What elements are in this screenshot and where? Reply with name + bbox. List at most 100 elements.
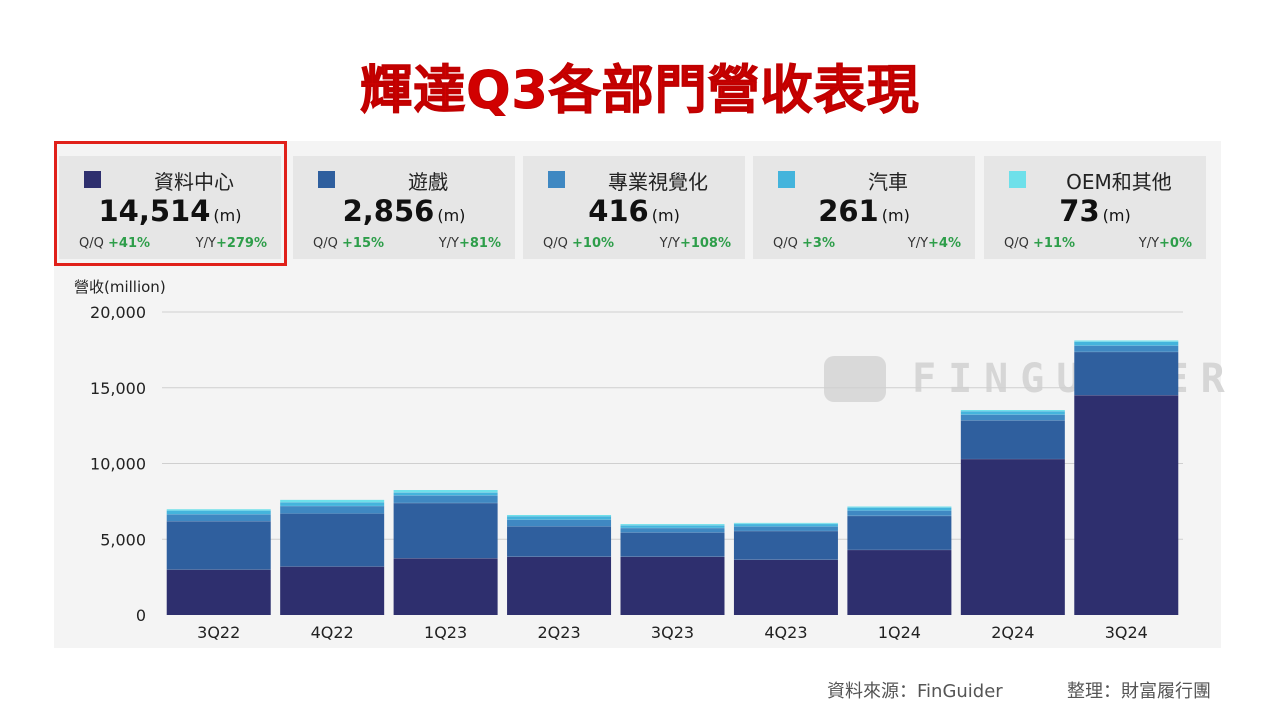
yoy-change: Y/Y+81% [438, 236, 501, 251]
bar-segment [620, 524, 725, 526]
segment-card: 遊戲 2,856 (m) Q/Q +15% Y/Y+81% [293, 156, 515, 259]
segment-value: 14,514 [98, 194, 211, 228]
bar-segment [1074, 340, 1179, 342]
bar-segment [847, 515, 952, 550]
bar-segment [960, 411, 1065, 415]
bar-segment [847, 510, 952, 516]
bar-segment [1074, 351, 1179, 396]
x-tick-label: 2Q23 [537, 623, 580, 642]
bar-segment [280, 566, 385, 615]
yoy-change: Y/Y+279% [195, 236, 267, 251]
segment-name: 遊戲 [408, 170, 448, 194]
y-tick-label: 10,000 [90, 455, 146, 474]
bar-segment [733, 523, 838, 527]
segment-name: OEM和其他 [1066, 170, 1172, 194]
bar-segment [280, 502, 385, 506]
qoq-change: Q/Q +41% [79, 236, 151, 251]
bar-segment [847, 507, 952, 511]
yoy-change: Y/Y+0% [1138, 236, 1192, 251]
bar-segment [1074, 341, 1179, 346]
bar-segment [847, 506, 952, 508]
compiled-by-text: 整理：財富履行團 [1067, 681, 1211, 702]
y-tick-label: 20,000 [90, 303, 146, 322]
bar-segment [280, 505, 385, 514]
bar-segment [733, 526, 838, 531]
x-tick-label: 4Q23 [764, 623, 807, 642]
bar-segment [166, 509, 271, 511]
y-axis-label: 營收(million) [74, 278, 166, 296]
bar-segment [280, 513, 385, 567]
segment-card: 汽車 261 (m) Q/Q +3% Y/Y+4% [753, 156, 975, 259]
qoq-change: Q/Q +15% [313, 236, 385, 251]
qoq-change: Q/Q +11% [1004, 236, 1076, 251]
x-tick-label: 3Q22 [197, 623, 240, 642]
segment-card: 專業視覺化 416 (m) Q/Q +10% Y/Y+108% [523, 156, 745, 259]
legend-swatch [548, 171, 565, 188]
bar-segment [393, 558, 498, 615]
legend-swatch [778, 171, 795, 188]
bar-segment [960, 458, 1065, 615]
bar-segment [507, 556, 612, 615]
y-tick-label: 0 [136, 606, 146, 625]
bar-segment [960, 420, 1065, 459]
x-tick-label: 3Q23 [651, 623, 694, 642]
x-tick-label: 3Q24 [1105, 623, 1148, 642]
segment-name: 資料中心 [154, 170, 234, 194]
segment-unit: (m) [651, 206, 680, 225]
segment-unit: (m) [213, 206, 242, 225]
highlight-box [54, 141, 287, 266]
finguider-logo-icon [824, 356, 886, 402]
bar-segment [393, 495, 498, 503]
bar-segment [393, 502, 498, 559]
segment-value: 2,856 [342, 194, 435, 228]
bar-segment [1074, 395, 1179, 615]
segment-value: 416 [588, 194, 649, 228]
segment-unit: (m) [437, 206, 466, 225]
segment-name: 汽車 [868, 170, 908, 194]
segment-card: OEM和其他 73 (m) Q/Q +11% Y/Y+0% [984, 156, 1206, 259]
segment-value: 73 [1059, 194, 1100, 228]
bar-segment [507, 519, 612, 527]
bar-segment [620, 525, 725, 528]
bar-segment [166, 569, 271, 615]
yoy-change: Y/Y+4% [907, 236, 961, 251]
qoq-change: Q/Q +10% [543, 236, 615, 251]
qoq-change: Q/Q +3% [773, 236, 835, 251]
y-tick-label: 15,000 [90, 379, 146, 398]
x-tick-label: 1Q23 [424, 623, 467, 642]
bar-segment [393, 490, 498, 493]
bar-segment [507, 516, 612, 520]
x-tick-label: 4Q22 [311, 623, 354, 642]
bar-segment [620, 532, 725, 557]
segment-name: 專業視覺化 [608, 170, 708, 194]
bar-segment [280, 499, 385, 503]
legend-swatch [318, 171, 335, 188]
x-tick-label: 1Q24 [878, 623, 921, 642]
segment-unit: (m) [881, 206, 910, 225]
legend-swatch [84, 171, 101, 188]
bar-segment [393, 492, 498, 496]
yoy-change: Y/Y+108% [659, 236, 731, 251]
bar-segment [166, 514, 271, 522]
bar-segment [507, 515, 612, 517]
segment-card: 資料中心 14,514 (m) Q/Q +41% Y/Y+279% [59, 156, 281, 259]
source-text: 資料來源：FinGuider [827, 681, 1003, 702]
bar-segment [166, 510, 271, 515]
bar-segment [620, 527, 725, 533]
y-tick-label: 5,000 [100, 530, 146, 549]
bar-segment [960, 414, 1065, 421]
segment-unit: (m) [1102, 206, 1131, 225]
bar-segment [960, 410, 1065, 412]
legend-swatch [1009, 171, 1026, 188]
bar-segment [620, 556, 725, 615]
bar-segment [847, 549, 952, 615]
bar-segment [507, 526, 612, 557]
bar-segment [1074, 345, 1179, 352]
bar-segment [166, 521, 271, 570]
segment-value: 261 [818, 194, 879, 228]
bar-segment [733, 530, 838, 560]
x-tick-label: 2Q24 [991, 623, 1034, 642]
page-title: 輝達Q3各部門營收表現 [360, 61, 920, 122]
bar-segment [733, 522, 838, 524]
